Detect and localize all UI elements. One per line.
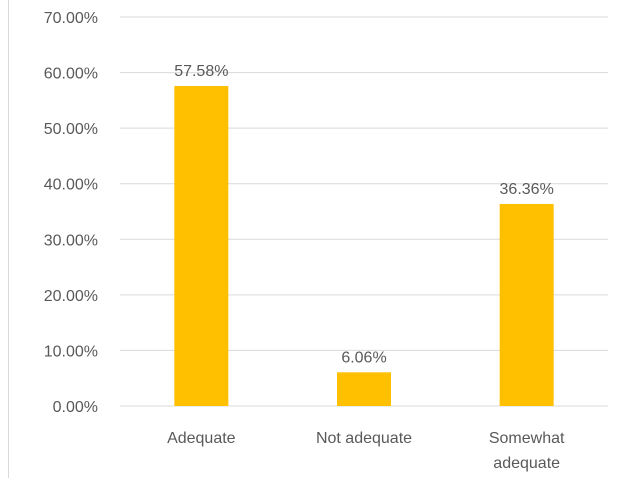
chart-frame-edge xyxy=(8,0,9,478)
bars xyxy=(174,86,554,406)
y-tick-label: 20.00% xyxy=(44,288,98,305)
data-labels: 57.58% 6.06% 36.36% xyxy=(174,63,554,366)
y-tick-label: 0.00% xyxy=(53,399,98,416)
data-label: 57.58% xyxy=(174,63,228,80)
x-axis-tick-labels: Adequate Not adequate Somewhat adequate xyxy=(167,430,565,472)
data-label: 6.06% xyxy=(341,349,386,366)
data-label: 36.36% xyxy=(500,181,554,198)
y-tick-label: 10.00% xyxy=(44,343,98,360)
bar xyxy=(174,86,229,406)
x-tick-label: Not adequate xyxy=(316,430,412,447)
x-tick-label: Adequate xyxy=(167,430,236,447)
y-tick-label: 70.00% xyxy=(44,10,98,27)
y-tick-label: 40.00% xyxy=(44,177,98,194)
bar xyxy=(499,203,554,406)
x-tick-label: Somewhat xyxy=(489,430,565,447)
x-tick-label: adequate xyxy=(493,455,560,472)
y-tick-label: 30.00% xyxy=(44,232,98,249)
y-tick-label: 60.00% xyxy=(44,66,98,83)
y-axis-tick-labels: 0.00% 10.00% 20.00% 30.00% 40.00% 50.00% 60.00… xyxy=(44,10,98,416)
bar xyxy=(337,372,391,406)
y-tick-label: 50.00% xyxy=(44,121,98,138)
